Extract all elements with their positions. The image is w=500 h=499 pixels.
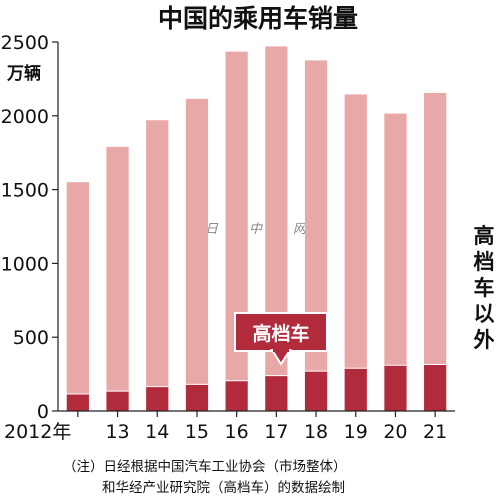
x-tick-label: 2012年	[4, 421, 71, 443]
bar-other	[384, 113, 407, 366]
other-series-label: 高档车以外	[474, 224, 495, 352]
bar-other	[265, 46, 288, 376]
x-tick-label: 20	[383, 421, 407, 443]
y-tick-label: 0	[37, 401, 49, 423]
x-tick-label: 16	[225, 421, 249, 443]
bar-luxury	[384, 365, 407, 411]
bars	[66, 46, 447, 411]
x-tick-labels: 2012年 13 14 15 16 17 18 19 20 21	[4, 411, 447, 443]
bar-other	[106, 146, 129, 392]
bar-luxury	[265, 375, 288, 411]
x-tick-label: 13	[105, 421, 129, 443]
bar-luxury	[146, 386, 169, 411]
x-tick-label: 14	[145, 421, 169, 443]
watermark: 日经中文网	[205, 221, 315, 237]
x-tick-label: 17	[264, 421, 288, 443]
y-tick-label: 1000	[1, 253, 49, 275]
bar-other	[304, 60, 328, 372]
bar-other	[66, 182, 89, 395]
luxury-callout-label: 高档车	[252, 322, 309, 345]
x-tick-label: 15	[185, 421, 209, 443]
y-tick-label: 2500	[1, 32, 49, 54]
bar-luxury	[185, 384, 209, 411]
bar-luxury	[424, 364, 447, 411]
luxury-callout-box	[234, 312, 328, 352]
bar-luxury	[225, 380, 248, 411]
bar-other	[424, 92, 447, 365]
x-tick-label: 18	[304, 421, 328, 443]
x-tick-label: 21	[423, 421, 447, 443]
y-tick-label: 1500	[1, 180, 49, 202]
bar-luxury	[304, 371, 328, 411]
y-axis-unit: 万辆	[6, 63, 41, 84]
bar-other	[185, 98, 209, 385]
bar-other	[344, 94, 367, 369]
bar-luxury	[106, 391, 129, 411]
other-series-label-text: 高档车以外	[474, 224, 495, 352]
y-tick-label: 500	[13, 327, 49, 349]
luxury-callout: 高档车	[234, 312, 328, 366]
bar-other	[146, 120, 169, 387]
chart-title: 中国的乘用车销量	[158, 4, 358, 33]
y-tick-labels: 0 500 1000 1500 2000 2500	[1, 32, 58, 423]
bar-luxury	[344, 368, 367, 411]
bar-luxury	[66, 394, 89, 411]
note-line-2: 和华经产业研究院（高档车）的数据绘制	[102, 479, 345, 496]
note-line-1: （注）日经根据中国汽车工业协会（市场整体）	[63, 458, 347, 475]
bar-other	[225, 51, 248, 381]
y-tick-label: 2000	[1, 106, 49, 128]
x-tick-label: 19	[344, 421, 368, 443]
